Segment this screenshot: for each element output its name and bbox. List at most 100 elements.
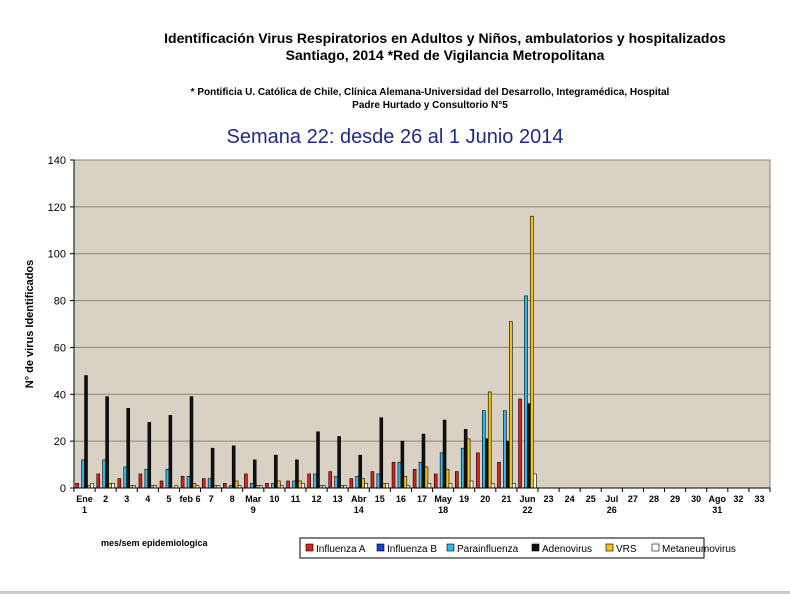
bar-influenza_a	[476, 452, 480, 489]
y-tick-label: 80	[54, 296, 66, 308]
x-tick-label-line2: 14	[354, 505, 364, 515]
bar-vrs	[382, 483, 387, 489]
bar-influenza_a	[455, 471, 459, 489]
y-tick-label: 20	[54, 436, 66, 448]
x-tick-label: 32	[733, 494, 743, 504]
bar-parainfluenza	[292, 480, 296, 489]
x-tick-label: 3	[124, 494, 129, 504]
x-tick-label: 29	[670, 494, 680, 504]
x-tick-label: 25	[586, 494, 596, 504]
x-tick-label: 24	[565, 494, 575, 504]
legend-swatch-influenza_b	[376, 543, 385, 552]
bar-adenovirus	[358, 454, 362, 489]
legend-swatch-metapneumovirus	[651, 543, 660, 552]
bar-adenovirus	[316, 431, 320, 489]
x-tick-label: 12	[312, 494, 322, 504]
legend-label-adenovirus: Adenovirus	[542, 544, 592, 555]
x-tick-label-line2: 26	[607, 505, 617, 515]
bar-adenovirus	[189, 396, 194, 489]
x-tick-label: Jul	[605, 494, 618, 504]
bar-metapneumovirus	[90, 483, 94, 489]
legend: Influenza A Influenza B Parainfluenza Adeno…	[299, 537, 736, 559]
x-tick-label: 16	[396, 494, 406, 504]
x-tick-label-line2: 18	[438, 505, 448, 515]
x-tick-label-line2: 22	[522, 505, 532, 515]
bar-metapneumovirus	[533, 473, 537, 489]
y-tick-label: 0	[60, 483, 66, 495]
bar-influenza_a	[433, 473, 438, 489]
x-tick-label: May	[434, 494, 452, 504]
bar-parainfluenza	[81, 459, 85, 489]
bar-vrs	[234, 480, 239, 489]
bar-adenovirus	[231, 445, 236, 489]
bar-adenovirus	[400, 440, 405, 489]
bar-adenovirus	[210, 447, 215, 489]
bar-adenovirus	[379, 417, 384, 489]
bar-influenza_a	[265, 483, 269, 489]
bar-parainfluenza	[439, 452, 444, 489]
bar-parainfluenza	[482, 410, 486, 489]
bar-influenza_a	[223, 483, 227, 489]
bar-parainfluenza	[102, 459, 106, 489]
legend-label-influenza_a: Influenza A	[316, 544, 366, 555]
x-tick-label: 11	[291, 494, 301, 504]
bar-influenza_a	[244, 473, 248, 489]
x-tick-label: Jun	[519, 494, 535, 504]
bar-adenovirus	[274, 454, 278, 489]
bar-influenza_a	[518, 398, 522, 489]
bar-influenza_a	[75, 483, 79, 489]
bar-influenza_a	[201, 478, 206, 489]
bar-adenovirus	[147, 422, 152, 489]
bar-adenovirus	[252, 459, 257, 489]
bar-metapneumovirus	[364, 483, 368, 489]
bar-metapneumovirus	[301, 483, 305, 489]
source-note-line2: Padre Hurtado y Consultorio N°5	[352, 100, 508, 111]
bar-influenza_a	[370, 471, 375, 489]
x-tick-label: 17	[417, 494, 427, 504]
bar-adenovirus	[442, 419, 447, 489]
bar-vrs	[509, 321, 513, 489]
y-axis-label: N° de virus Identificados	[24, 260, 36, 388]
bar-vrs	[361, 478, 365, 489]
bar-vrs	[403, 475, 408, 489]
x-tick-label: 13	[333, 494, 343, 504]
bar-parainfluenza	[250, 483, 254, 489]
x-tick-label: 30	[691, 494, 701, 504]
x-tick-label: 15	[375, 494, 385, 504]
bar-parainfluenza	[313, 473, 317, 489]
bar-parainfluenza	[460, 447, 465, 489]
bar-adenovirus	[168, 415, 173, 489]
bar-vrs	[298, 480, 302, 489]
bar-influenza_a	[328, 471, 333, 489]
bar-adenovirus	[484, 438, 489, 489]
bar-adenovirus	[506, 440, 510, 489]
x-tick-label: 19	[459, 494, 469, 504]
bar-adenovirus	[295, 459, 299, 489]
x-tick-label: 28	[649, 494, 659, 504]
x-tick-label: 7	[209, 494, 214, 504]
y-tick-label: 100	[48, 249, 66, 261]
bar-parainfluenza	[123, 466, 128, 489]
bar-influenza_a	[391, 461, 396, 489]
bar-parainfluenza	[165, 468, 170, 489]
bar-vrs	[192, 483, 197, 489]
x-tick-label: Ago	[709, 494, 727, 504]
y-tick-label: 120	[48, 202, 66, 214]
x-tick-label: 20	[480, 494, 490, 504]
bar-vrs	[530, 215, 534, 489]
bar-metapneumovirus	[111, 483, 115, 489]
bar-parainfluenza	[418, 461, 423, 489]
bar-influenza_a	[497, 461, 501, 489]
bar-parainfluenza	[271, 483, 275, 489]
bar-influenza_a	[96, 473, 101, 489]
bar-parainfluenza	[355, 475, 360, 489]
bar-metapneumovirus	[448, 483, 453, 489]
bar-influenza_a	[412, 468, 417, 489]
legend-label-metapneumovirus: Metaneumovirus	[662, 544, 736, 555]
x-tick-label: Abr	[351, 494, 367, 504]
source-note-line1: * Pontificia U. Católica de Chile, Clíni…	[190, 87, 670, 98]
bar-parainfluenza	[186, 475, 191, 489]
bar-parainfluenza	[376, 473, 381, 489]
bar-parainfluenza	[334, 475, 338, 489]
